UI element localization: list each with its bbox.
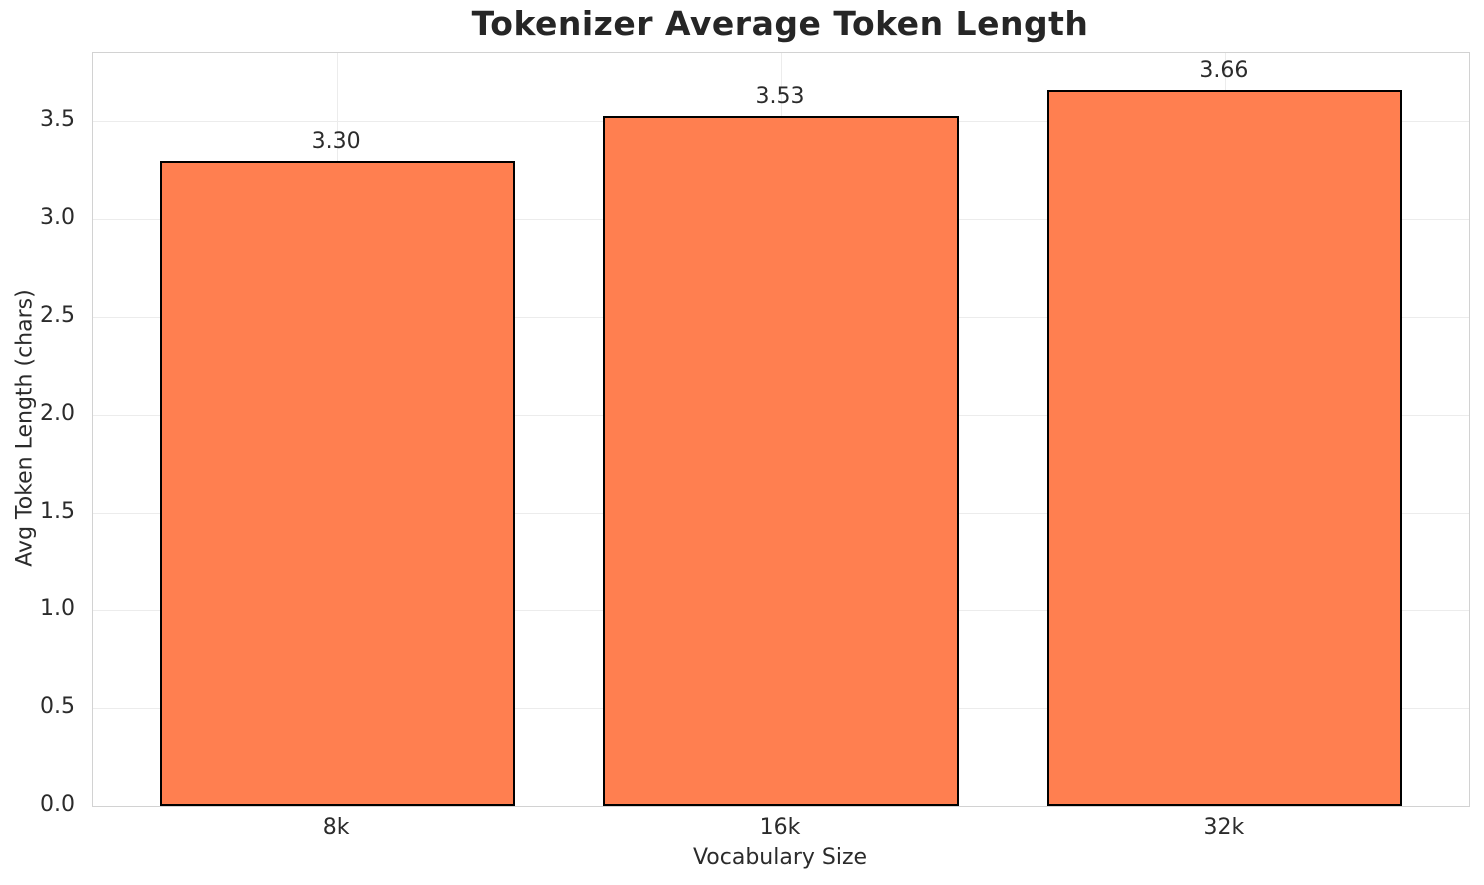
x-axis-label: Vocabulary Size bbox=[692, 845, 868, 870]
x-tick-label-8k: 8k bbox=[322, 815, 350, 840]
y-tick-label: 2.5 bbox=[40, 303, 75, 329]
y-tick-label: 0.5 bbox=[40, 694, 75, 720]
y-axis-label: Avg Token Length (chars) bbox=[12, 289, 38, 567]
bar-8k bbox=[159, 160, 515, 806]
bar-value-label: 3.66 bbox=[1199, 58, 1249, 84]
x-tick-label-16k: 16k bbox=[759, 815, 801, 840]
bar-value-label: 3.30 bbox=[311, 128, 361, 154]
y-tick-label: 1.0 bbox=[40, 596, 75, 622]
bar-32k bbox=[1047, 90, 1403, 806]
y-tick-label: 3.0 bbox=[40, 205, 75, 231]
y-tick-label: 1.5 bbox=[40, 498, 75, 524]
y-tick-label: 3.5 bbox=[40, 107, 75, 133]
y-tick-label: 2.0 bbox=[40, 400, 75, 426]
bar-16k bbox=[603, 115, 959, 806]
chart-title: Tokenizer Average Token Length bbox=[471, 4, 1089, 43]
y-tick-label: 0.0 bbox=[40, 792, 75, 817]
plot-area bbox=[92, 52, 1470, 807]
bar-value-label: 3.53 bbox=[755, 83, 805, 109]
x-tick-label-32k: 32k bbox=[1203, 815, 1245, 840]
